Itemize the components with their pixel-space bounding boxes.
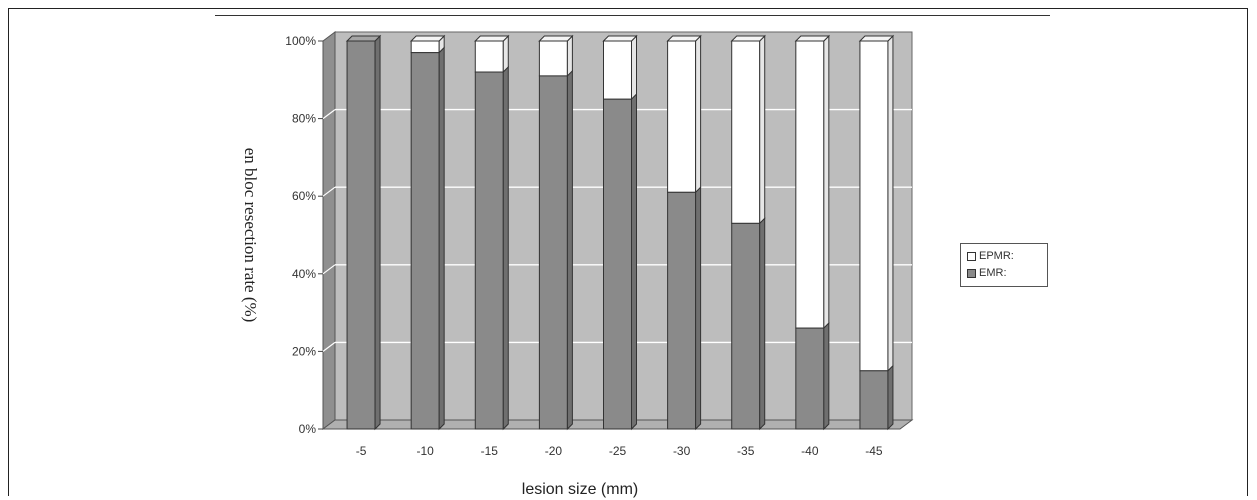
- bar-top: [794, 35, 831, 42]
- x-tick-label: -20: [545, 444, 563, 458]
- bar-epmr-side: [502, 34, 509, 74]
- x-tick-label: -40: [801, 444, 819, 458]
- plot-side-wall: [322, 31, 336, 430]
- y-tick-label: 20%: [292, 344, 316, 358]
- bar-top: [666, 35, 702, 42]
- bar-epmr: [795, 40, 825, 329]
- x-tick-labels: -5 -10 -15 -20 -25 -30 -35 -40 -45: [356, 444, 883, 458]
- bar-emr: [346, 40, 376, 430]
- x-tick-label: -25: [609, 444, 627, 458]
- y-tick-label: 60%: [292, 189, 316, 203]
- gridline-side: [322, 264, 336, 275]
- bar-emr: [859, 370, 889, 430]
- top-rule: [215, 15, 1050, 16]
- bar-epmr: [731, 40, 761, 224]
- y-tick-label: 40%: [292, 267, 316, 281]
- legend-swatch-epmr: [967, 251, 976, 261]
- legend-label-epmr: EPMR:: [979, 250, 1014, 262]
- bar-epmr-side: [823, 34, 830, 330]
- bar-emr: [667, 191, 697, 430]
- bar-epmr: [603, 40, 632, 100]
- bar-emr: [603, 98, 632, 430]
- bar-epmr: [474, 40, 504, 73]
- bar-epmr: [410, 40, 440, 54]
- bar-top: [345, 35, 382, 42]
- bars: [345, 34, 895, 431]
- bar-epmr-side: [759, 34, 766, 225]
- x-tick-label: -30: [673, 444, 691, 458]
- figure-frame: [8, 8, 1248, 496]
- legend-swatch-emr: [967, 268, 976, 278]
- bar-emr: [731, 222, 761, 430]
- gridline-side: [322, 109, 336, 120]
- bar-emr: [795, 327, 825, 430]
- legend-label-emr: EMR:: [979, 267, 1007, 279]
- bar-epmr-side: [695, 34, 702, 194]
- bar-emr-side: [759, 217, 766, 431]
- bar-emr-side: [631, 92, 637, 431]
- bar-top: [474, 35, 510, 42]
- legend-item-epmr: EPMR:: [967, 250, 1014, 262]
- bar-emr-side: [374, 34, 381, 431]
- bar-emr-side: [438, 46, 445, 431]
- bar-emr: [474, 71, 504, 430]
- y-tick-label: 80%: [292, 112, 316, 126]
- bar-emr-side: [502, 65, 509, 431]
- bar-epmr: [538, 40, 568, 77]
- bar-epmr-side: [566, 34, 573, 78]
- legend: EPMR: EMR:: [960, 243, 1048, 287]
- bar-emr: [410, 52, 440, 430]
- gridline-side: [322, 186, 336, 197]
- bar-epmr-side: [631, 34, 637, 101]
- bar-emr-side: [823, 321, 830, 431]
- bar-epmr: [667, 40, 697, 193]
- bar-top: [730, 35, 766, 42]
- bar-top: [858, 35, 895, 42]
- bar-epmr: [859, 40, 889, 372]
- bar-top: [538, 35, 574, 42]
- x-tick-label: -45: [865, 444, 883, 458]
- x-axis-label: lesion size (mm): [522, 481, 638, 498]
- y-tick-labels: 0% 20% 40% 60% 80% 100%: [285, 34, 316, 436]
- bar-emr-side: [887, 364, 894, 431]
- bar-top: [602, 35, 638, 42]
- x-tick-label: -15: [481, 444, 499, 458]
- bar-emr-side: [566, 69, 573, 431]
- x-tick-label: -10: [416, 444, 434, 458]
- x-tick-label: -35: [737, 444, 755, 458]
- bar-emr-side: [695, 186, 702, 431]
- bar-epmr-side: [887, 34, 894, 373]
- gridline-side: [322, 341, 336, 352]
- y-tick-label: 0%: [299, 422, 317, 436]
- y-axis-label: en bloc resection rate (%): [241, 148, 260, 323]
- bar-top: [409, 35, 446, 42]
- y-tick-label: 100%: [285, 34, 316, 48]
- x-tick-label: -5: [356, 444, 367, 458]
- bar-emr: [538, 75, 568, 430]
- legend-item-emr: EMR:: [967, 267, 1007, 279]
